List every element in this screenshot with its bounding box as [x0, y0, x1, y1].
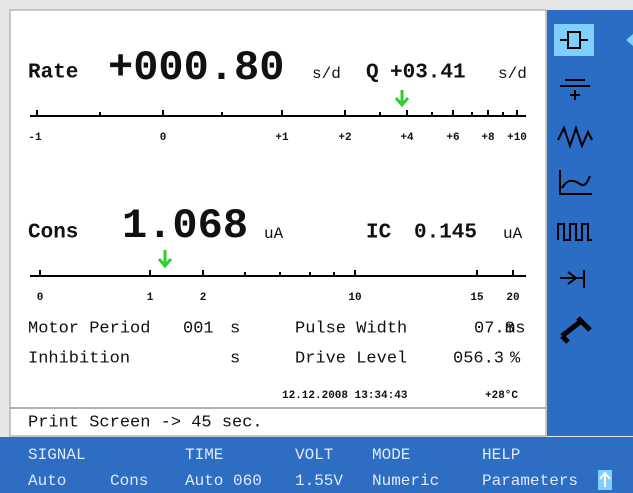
main-panel	[9, 9, 547, 437]
param-label: Drive Level	[295, 349, 407, 368]
cons-unit: uA	[264, 225, 284, 243]
scale-label: +4	[400, 132, 414, 144]
menu-value[interactable]: Auto 060	[185, 472, 262, 490]
param-value: 07.8	[474, 319, 515, 338]
menu-title[interactable]: MODE	[372, 446, 410, 464]
scale-ticks	[36, 110, 518, 116]
selection-arrow	[626, 34, 633, 46]
cons-label: Cons	[28, 222, 78, 245]
param-label: Inhibition	[28, 349, 130, 368]
scale-label: +10	[507, 132, 527, 144]
icon-balance[interactable]	[560, 79, 590, 100]
icon-probe[interactable]	[560, 270, 585, 288]
scale-label: 15	[470, 292, 484, 304]
scroll-arrow	[599, 471, 611, 487]
scale-label: 2	[200, 292, 207, 304]
icon-settings[interactable]	[560, 316, 592, 344]
scale-ticks	[39, 270, 514, 276]
ic-value: 0.145	[414, 222, 477, 245]
rate-scale: -1 0 +1 +2 +4 +6 +8 +10	[28, 110, 527, 144]
scale-label: 20	[506, 292, 519, 304]
scale-label: 10	[348, 292, 361, 304]
menu-title[interactable]: HELP	[482, 446, 520, 464]
icon-signal[interactable]	[557, 124, 593, 150]
menu-value[interactable]: Cons	[110, 472, 148, 490]
sidebar-icons	[554, 24, 633, 344]
menu-value[interactable]: Parameters	[482, 472, 578, 490]
menu-title[interactable]: VOLT	[295, 446, 333, 464]
icon-pulse[interactable]	[557, 223, 592, 241]
param-value: 056.3	[453, 349, 504, 368]
message: Print Screen -> 45 sec.	[28, 413, 263, 432]
icon-quartz[interactable]	[560, 31, 588, 49]
menu-bar	[0, 437, 633, 493]
param-label: Pulse Width	[295, 319, 407, 338]
param-unit: s	[230, 349, 240, 368]
datetime: 12.12.2008 13:34:43	[282, 390, 408, 402]
cons-value: 1.068	[122, 202, 248, 250]
rate-pointer	[394, 90, 410, 108]
param-unit: s	[230, 319, 240, 338]
temperature: +28°C	[485, 390, 518, 402]
param-label: Motor Period	[28, 319, 150, 338]
menu-title[interactable]: TIME	[185, 446, 223, 464]
scale-label: +8	[481, 132, 495, 144]
ic-label: IC	[366, 222, 392, 245]
menu-title[interactable]: SIGNAL	[28, 446, 86, 464]
rate-label: Rate	[28, 62, 78, 85]
icon-curve[interactable]	[559, 170, 592, 195]
scale-label: +1	[275, 132, 289, 144]
param-value: 001	[183, 319, 214, 338]
q-label: Q	[366, 62, 379, 85]
scale-label: -1	[28, 132, 42, 144]
menu-value[interactable]: Numeric	[372, 472, 439, 490]
current-scale: 0 1 2 10 15 20	[30, 270, 526, 304]
rate-value: +000.80	[108, 44, 284, 92]
ic-unit: uA	[503, 225, 523, 243]
menu-value[interactable]: Auto	[28, 472, 66, 490]
cons-pointer	[157, 250, 173, 269]
menu-value[interactable]: 1.55V	[295, 472, 343, 490]
param-unit: %	[510, 349, 521, 368]
scale-label: +6	[446, 132, 459, 144]
menu: SIGNAL Auto Cons TIME Auto 060 VOLT 1.55…	[28, 446, 612, 490]
param-unit: ms	[505, 319, 525, 338]
rate-unit: s/d	[312, 65, 341, 83]
scale-label: 0	[160, 132, 167, 144]
scale-label: +2	[338, 132, 351, 144]
q-unit: s/d	[498, 65, 527, 83]
scale-label: 1	[147, 292, 154, 304]
q-value: +03.41	[390, 62, 466, 85]
scale-label: 0	[37, 292, 44, 304]
